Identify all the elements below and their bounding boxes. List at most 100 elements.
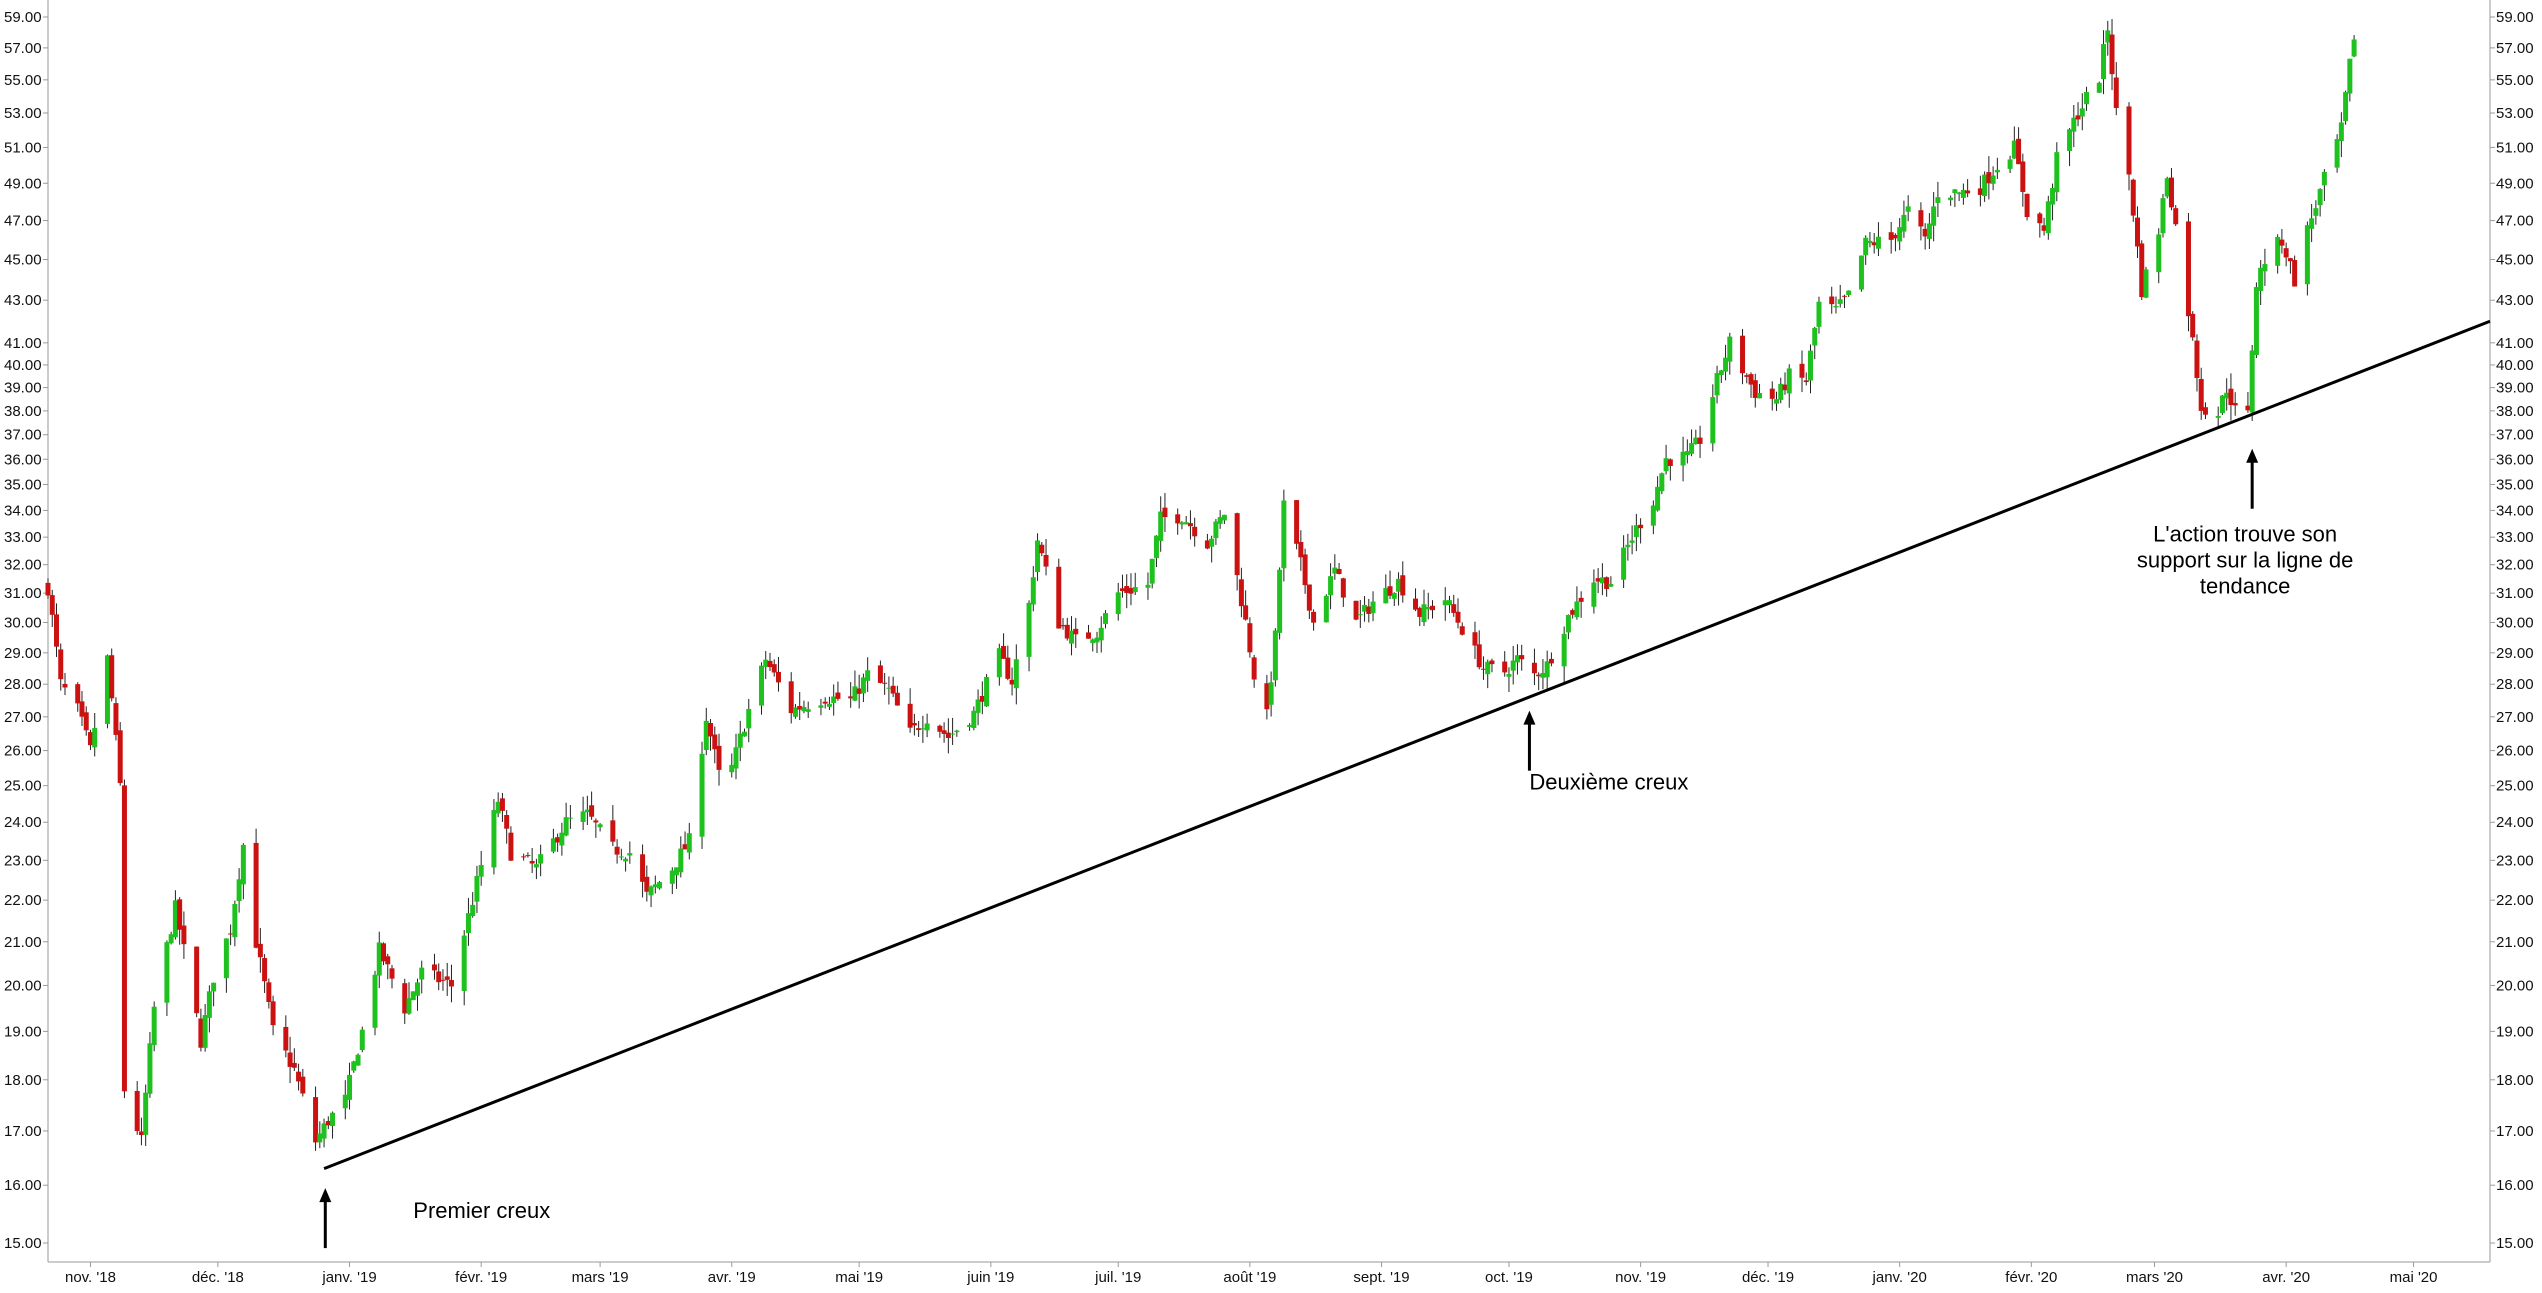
y-tick-label-left: 36.00 bbox=[4, 451, 42, 468]
y-tick-label-left: 28.00 bbox=[4, 676, 42, 693]
candle-down bbox=[775, 671, 781, 683]
candle-up bbox=[1786, 368, 1792, 394]
candle-up bbox=[805, 709, 811, 712]
candle-up bbox=[678, 848, 684, 873]
candle-down bbox=[1965, 190, 1971, 194]
candle-down bbox=[716, 745, 722, 770]
candle-up bbox=[1370, 601, 1376, 613]
candle-down bbox=[882, 682, 888, 684]
candle-up bbox=[372, 974, 378, 1028]
candle-down bbox=[1472, 632, 1478, 646]
y-tick-label-right: 32.00 bbox=[2496, 557, 2534, 574]
candle-up bbox=[1774, 399, 1780, 404]
candle-up bbox=[2079, 108, 2085, 117]
candle-up bbox=[865, 670, 871, 681]
candle-down bbox=[1243, 605, 1249, 620]
y-tick-label-right: 25.00 bbox=[2496, 778, 2534, 795]
y-tick-label-right: 31.00 bbox=[2496, 585, 2534, 602]
candle-down bbox=[2279, 239, 2285, 246]
y-tick-label-right: 40.00 bbox=[2496, 357, 2534, 374]
candle-down bbox=[2037, 213, 2043, 224]
candle-down bbox=[1451, 604, 1457, 613]
x-tick-label: janv. '20 bbox=[1872, 1269, 1927, 1286]
candle-up bbox=[2045, 201, 2051, 234]
candle-up bbox=[550, 838, 556, 852]
candle-up bbox=[699, 753, 705, 837]
candle-up bbox=[376, 942, 382, 976]
x-tick-label: sept. '19 bbox=[1353, 1269, 1409, 1286]
candle-up bbox=[1179, 522, 1185, 525]
candle-up bbox=[410, 991, 416, 1001]
x-tick-label: nov. '19 bbox=[1615, 1269, 1666, 1286]
candle-down bbox=[270, 1001, 276, 1026]
candle-down bbox=[504, 815, 510, 829]
candle-down bbox=[1187, 523, 1193, 527]
x-tick-label: mai '19 bbox=[835, 1269, 883, 1286]
candle-down bbox=[911, 723, 917, 726]
candle-down bbox=[1353, 600, 1359, 620]
candle-up bbox=[1396, 578, 1402, 592]
candle-up bbox=[1115, 592, 1121, 615]
candle-down bbox=[444, 976, 450, 980]
candle-up bbox=[168, 934, 174, 944]
y-tick-label-right: 59.00 bbox=[2496, 9, 2534, 26]
candle-up bbox=[1332, 567, 1338, 574]
x-tick-label: déc. '19 bbox=[1742, 1269, 1794, 1286]
y-tick-label-right: 28.00 bbox=[2496, 676, 2534, 693]
candle-up bbox=[1897, 227, 1903, 242]
candle-up bbox=[2156, 234, 2162, 273]
candle-up bbox=[1328, 576, 1334, 596]
candle-up bbox=[1982, 174, 1988, 197]
x-tick-label: nov. '18 bbox=[65, 1269, 116, 1286]
candle-up bbox=[2105, 30, 2111, 43]
y-tick-label-left: 19.00 bbox=[4, 1023, 42, 1040]
y-tick-label-right: 34.00 bbox=[2496, 502, 2534, 519]
candle-down bbox=[228, 933, 234, 935]
candle-down bbox=[253, 842, 259, 948]
candle-up bbox=[1069, 630, 1075, 644]
candle-up bbox=[1446, 600, 1452, 606]
candle-down bbox=[1073, 628, 1079, 635]
candle-up bbox=[1544, 661, 1550, 678]
candle-down bbox=[1005, 657, 1011, 679]
candle-down bbox=[1502, 661, 1508, 673]
y-tick-label-left: 15.00 bbox=[4, 1235, 42, 1252]
candle-down bbox=[134, 1090, 140, 1132]
candle-up bbox=[240, 844, 246, 885]
candle-up bbox=[533, 864, 539, 868]
y-tick-label-right: 22.00 bbox=[2496, 892, 2534, 909]
candle-down bbox=[1119, 588, 1125, 592]
y-tick-label-left: 45.00 bbox=[4, 251, 42, 268]
candle-up bbox=[818, 705, 824, 708]
candle-up bbox=[729, 764, 735, 773]
y-tick-label-right: 55.00 bbox=[2496, 72, 2534, 89]
candle-up bbox=[1960, 189, 1966, 198]
candle-up bbox=[763, 659, 769, 667]
candle-up bbox=[1655, 486, 1661, 511]
candle-up bbox=[1901, 214, 1907, 232]
candle-down bbox=[2126, 106, 2132, 175]
candle-up bbox=[347, 1074, 353, 1100]
y-tick-label-left: 51.00 bbox=[4, 139, 42, 156]
candle-down bbox=[848, 696, 854, 699]
y-tick-label-left: 53.00 bbox=[4, 105, 42, 122]
trend-layer bbox=[323, 319, 2491, 1170]
candle-down bbox=[1060, 625, 1066, 627]
y-tick-label-left: 49.00 bbox=[4, 175, 42, 192]
candle-down bbox=[1803, 380, 1809, 383]
candle-down bbox=[1306, 584, 1312, 611]
candle-up bbox=[1663, 458, 1669, 472]
candle-down bbox=[1387, 586, 1393, 596]
candle-up bbox=[703, 720, 709, 751]
candle-down bbox=[525, 855, 531, 857]
y-tick-label-left: 23.00 bbox=[4, 852, 42, 869]
chart-frame bbox=[47, 0, 2491, 1263]
candle-down bbox=[2185, 221, 2191, 317]
candle-down bbox=[83, 712, 89, 731]
candle-up bbox=[1383, 588, 1389, 604]
y-tick-label-right: 51.00 bbox=[2496, 139, 2534, 156]
candle-down bbox=[555, 837, 561, 843]
candle-up bbox=[1837, 299, 1843, 304]
y-tick-label-left: 17.00 bbox=[4, 1123, 42, 1140]
candle-down bbox=[2135, 217, 2141, 247]
